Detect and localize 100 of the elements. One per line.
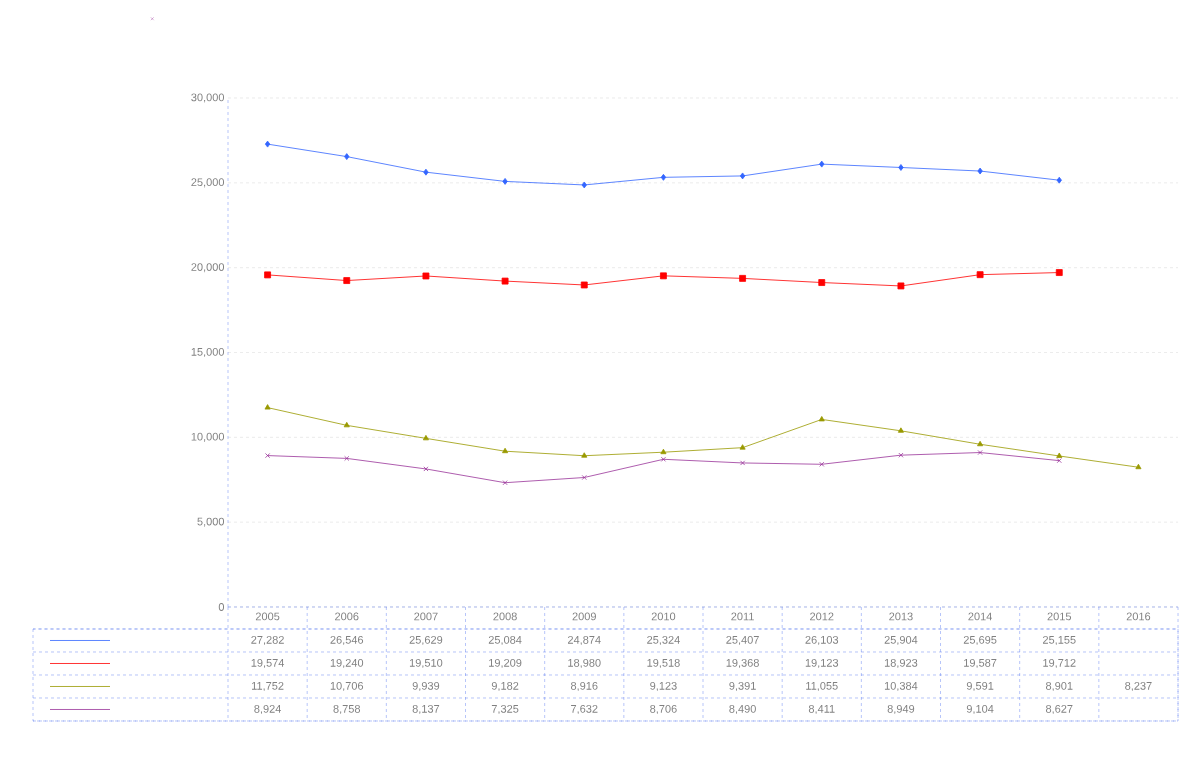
x-tick-label: 2016 <box>1126 612 1151 621</box>
point <box>265 453 271 459</box>
data-label: 25,155 <box>1042 635 1076 646</box>
y-tick-label: 10,000 <box>191 432 225 442</box>
point <box>660 173 667 181</box>
data-label: 25,084 <box>488 635 522 646</box>
point <box>977 167 983 175</box>
point <box>422 434 429 441</box>
data-label: 8,758 <box>333 704 361 715</box>
data-label: 18,980 <box>568 658 601 669</box>
data-label: 24,874 <box>567 635 601 646</box>
point <box>818 416 825 422</box>
point <box>1056 458 1062 464</box>
point <box>976 271 984 279</box>
x-tick-label: 2015 <box>1047 612 1072 621</box>
point <box>264 404 271 410</box>
x-tick-label: 2011 <box>731 612 754 621</box>
x-tick-label: 2009 <box>572 612 596 621</box>
x-tick-label: 2014 <box>968 612 992 621</box>
point <box>264 140 271 148</box>
data-label: 8,916 <box>570 681 598 692</box>
point <box>660 448 667 455</box>
data-label: 7,325 <box>491 704 519 715</box>
x-tick-label: 2007 <box>414 612 438 621</box>
data-label: 19,209 <box>489 658 522 669</box>
point <box>897 282 905 290</box>
data-label: 19,368 <box>726 658 759 669</box>
data-label: 11,055 <box>806 681 838 692</box>
point <box>344 153 350 160</box>
x-tick-label: 2006 <box>335 612 359 621</box>
data-label: 8,237 <box>1125 681 1152 692</box>
point <box>423 168 429 176</box>
point <box>1055 269 1063 276</box>
point <box>502 178 508 185</box>
data-label: 9,939 <box>412 681 440 692</box>
data-label: 19,123 <box>805 658 839 669</box>
y-tick-label: 15,000 <box>191 347 225 358</box>
data-label: 19,587 <box>964 658 997 669</box>
point <box>897 427 904 433</box>
y-tick-label: 25,000 <box>191 178 225 188</box>
data-label: 8,490 <box>729 704 756 715</box>
point <box>581 452 588 458</box>
x-tick-label: 2005 <box>255 612 280 621</box>
y-tick-label: 30,000 <box>191 93 225 103</box>
point <box>422 272 430 280</box>
point <box>739 172 746 180</box>
point <box>343 277 351 284</box>
data-label: 25,904 <box>884 635 918 646</box>
data-label: 19,240 <box>330 658 364 669</box>
x-tick-label: 2008 <box>493 612 517 621</box>
data-label: 9,104 <box>966 704 994 715</box>
data-label: 19,518 <box>647 658 680 669</box>
point <box>502 480 508 486</box>
data-label: 8,627 <box>1045 704 1073 715</box>
point <box>819 160 825 168</box>
data-label: 8,411 <box>808 704 835 715</box>
y-tick-label: 0 <box>218 603 225 611</box>
point <box>501 277 509 285</box>
point <box>977 450 983 456</box>
x-tick-label: 2013 <box>889 612 913 621</box>
point <box>740 460 746 466</box>
data-label: 11,752 <box>252 681 284 692</box>
point <box>898 164 904 171</box>
point <box>343 421 350 428</box>
data-label: 8,706 <box>650 704 677 715</box>
point <box>580 281 588 289</box>
data-label: 8,924 <box>254 704 282 715</box>
data-label: 19,712 <box>1043 658 1076 669</box>
point <box>344 455 350 461</box>
data-label: 8,137 <box>412 704 440 715</box>
point <box>423 466 429 472</box>
point <box>1056 452 1063 458</box>
point <box>581 474 587 481</box>
data-label: 8,901 <box>1045 681 1073 692</box>
data-label: 9,391 <box>729 681 756 692</box>
data-label: 18,923 <box>884 658 918 669</box>
data-label: 25,695 <box>963 635 997 646</box>
data-label: 8,949 <box>887 704 915 715</box>
point <box>660 272 667 280</box>
data-label: 9,182 <box>491 681 519 692</box>
y-tick-label: 5,000 <box>197 517 225 527</box>
data-label: 9,123 <box>650 681 677 692</box>
point <box>819 461 825 467</box>
point <box>660 456 666 462</box>
point <box>1056 176 1062 184</box>
data-label: 10,706 <box>330 681 364 692</box>
data-label: 7,632 <box>571 704 598 715</box>
data-label: 9,591 <box>966 681 994 692</box>
point <box>818 279 826 286</box>
data-label: 25,324 <box>647 635 680 646</box>
x-tick-label: 2012 <box>810 612 834 621</box>
data-label: 27,282 <box>251 635 284 646</box>
point <box>502 447 509 454</box>
data-label: 25,407 <box>726 635 759 646</box>
data-label: 10,384 <box>884 681 918 692</box>
point <box>1135 463 1142 470</box>
point <box>739 274 746 282</box>
point <box>264 271 271 279</box>
point <box>581 181 587 189</box>
point <box>898 452 904 458</box>
